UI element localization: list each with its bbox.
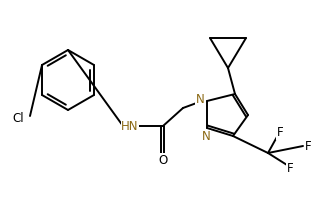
Text: F: F xyxy=(305,140,311,152)
Text: F: F xyxy=(287,162,293,174)
Text: F: F xyxy=(277,127,283,140)
Text: HN: HN xyxy=(121,120,139,132)
Text: N: N xyxy=(195,92,204,106)
Text: Cl: Cl xyxy=(12,111,24,125)
Text: N: N xyxy=(202,130,210,144)
Text: O: O xyxy=(158,153,168,167)
